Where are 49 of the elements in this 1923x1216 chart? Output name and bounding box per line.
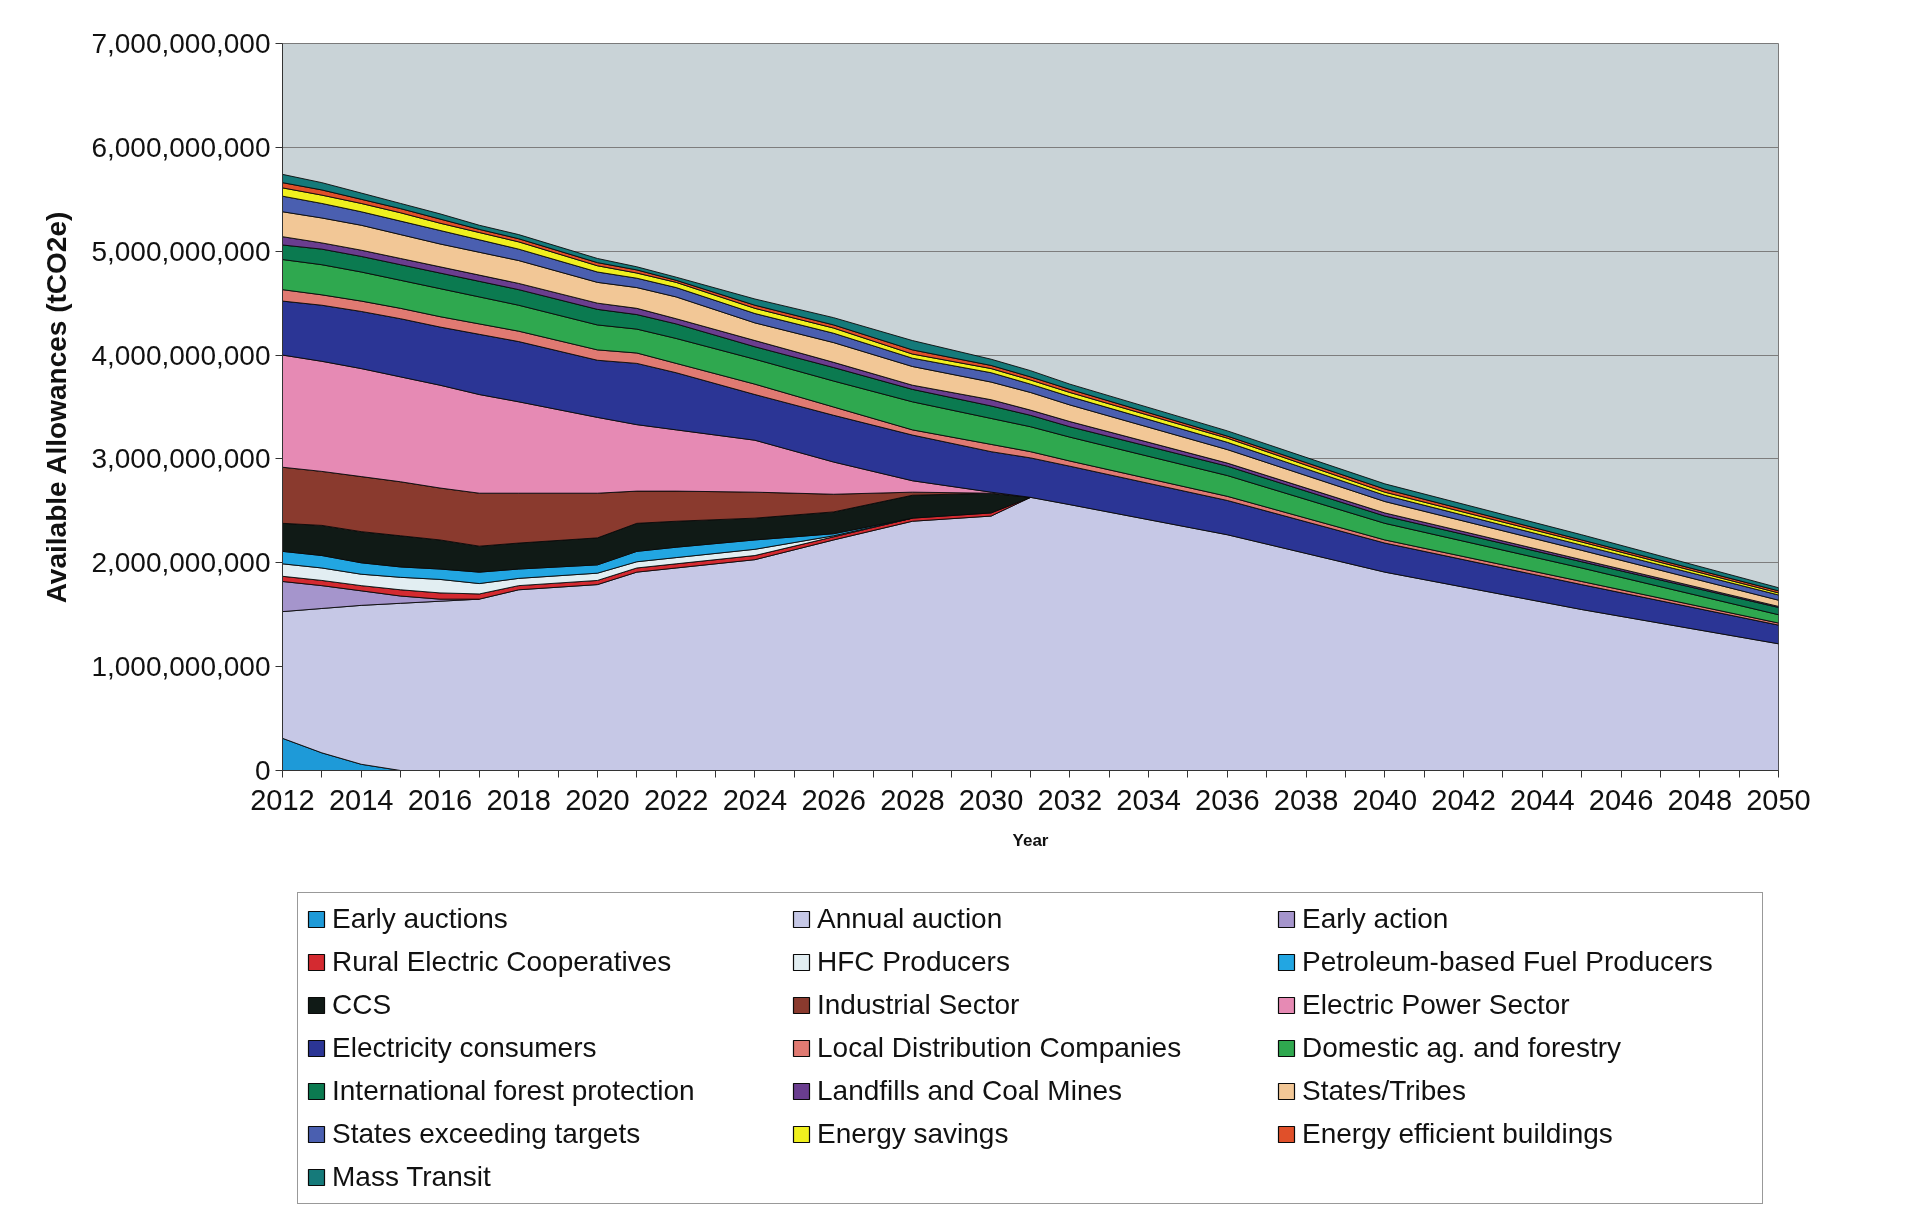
- legend-label: Rural Electric Cooperatives: [332, 945, 673, 979]
- legend-label: Petroleum-based Fuel Producers: [1302, 945, 1714, 979]
- x-tick-label: 2046: [1588, 783, 1654, 816]
- y-axis-title: Available Allowances (tCO2e): [41, 211, 73, 604]
- legend-label: Industrial Sector: [817, 988, 1021, 1022]
- x-tick-label: 2012: [250, 783, 315, 816]
- legend-label: Early action: [1302, 902, 1450, 936]
- y-tick-label: 3,000,000,000: [91, 443, 271, 475]
- y-tick-label: 1,000,000,000: [91, 651, 271, 683]
- y-tick-label: 2,000,000,000: [91, 547, 271, 579]
- legend-label: Domestic ag. and forestry: [1302, 1031, 1623, 1065]
- y-tick-label: 7,000,000,000: [91, 28, 271, 59]
- x-tick-label: 2034: [1116, 783, 1181, 816]
- x-tick-label: 2042: [1431, 783, 1496, 816]
- x-tick-label: 2044: [1510, 783, 1575, 816]
- legend-label: States/Tribes: [1302, 1074, 1467, 1108]
- x-tick-label: 2030: [958, 783, 1024, 816]
- x-tick-label: 2040: [1352, 783, 1418, 816]
- legend-label: Local Distribution Companies: [817, 1031, 1183, 1065]
- x-tick-label: 2032: [1037, 783, 1103, 816]
- legend-label: States exceeding targets: [332, 1117, 642, 1151]
- legend-label: CCS: [332, 988, 393, 1022]
- x-tick-label: 2048: [1667, 783, 1733, 816]
- legend-label: Early auctions: [332, 902, 509, 936]
- x-tick-label: 2024: [722, 783, 788, 816]
- legend-label: International forest protection: [332, 1074, 696, 1108]
- x-tick-label: 2028: [880, 783, 945, 816]
- legend-label: Mass Transit: [332, 1160, 492, 1194]
- legend-label: Energy efficient buildings: [1302, 1117, 1614, 1151]
- x-tick-label: 2038: [1273, 783, 1339, 816]
- legend-label: Electricity consumers: [332, 1031, 598, 1065]
- x-tick-label: 2014: [328, 783, 394, 816]
- y-tick-label: 5,000,000,000: [91, 235, 271, 267]
- legend-label: HFC Producers: [817, 945, 1011, 979]
- x-tick-label: 2050: [1746, 783, 1811, 816]
- x-tick-label: 2036: [1195, 783, 1260, 816]
- y-tick-label: 6,000,000,000: [91, 131, 271, 163]
- y-tick-label: 0: [254, 755, 271, 786]
- legend-label: Electric Power Sector: [1302, 988, 1571, 1022]
- x-tick-label: 2016: [407, 783, 473, 816]
- legend-label: Landfills and Coal Mines: [817, 1074, 1124, 1108]
- x-axis-title: Year: [1012, 830, 1049, 850]
- x-tick-label: 2018: [486, 783, 551, 816]
- legend-label: Energy savings: [817, 1117, 1010, 1151]
- x-tick-label: 2020: [565, 783, 630, 816]
- legend-label: Annual auction: [817, 902, 1004, 936]
- x-tick-label: 2026: [801, 783, 866, 816]
- y-tick-label: 4,000,000,000: [91, 339, 271, 371]
- x-tick-label: 2022: [643, 783, 709, 816]
